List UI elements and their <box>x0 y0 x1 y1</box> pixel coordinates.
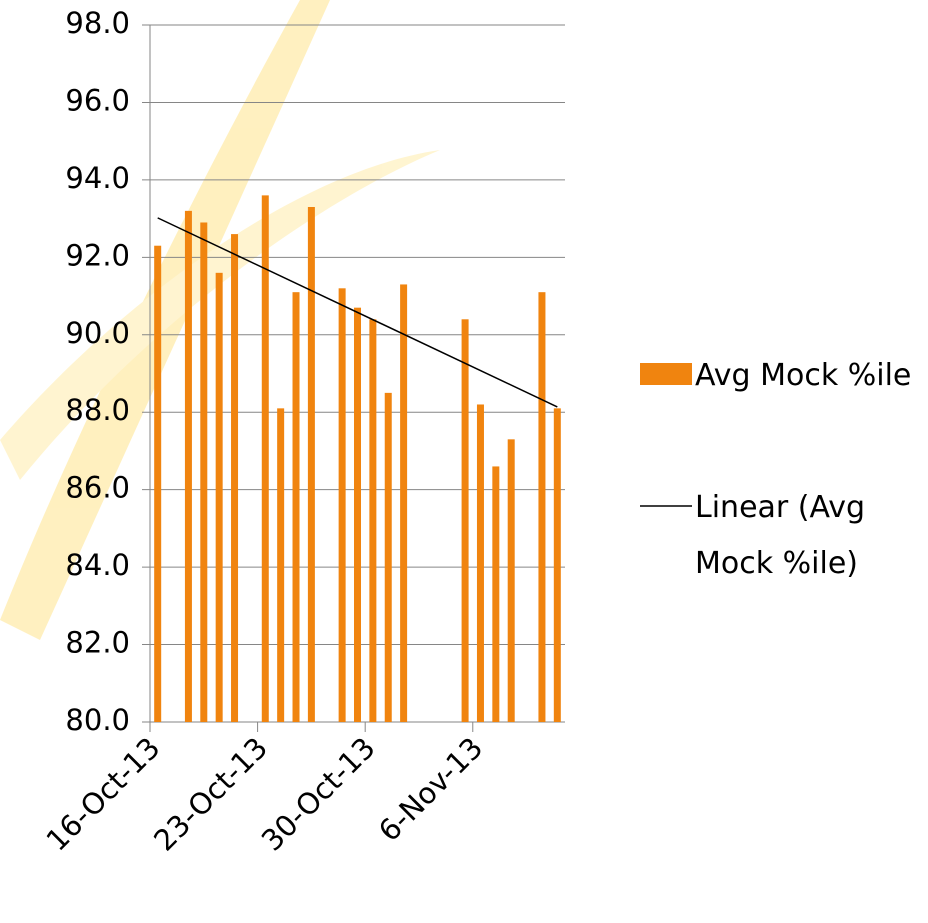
legend-swatch <box>640 363 692 385</box>
bar <box>476 404 484 722</box>
bar <box>461 319 469 722</box>
bar <box>354 307 361 722</box>
bar <box>553 408 561 722</box>
bar <box>184 210 192 722</box>
trendline <box>157 217 558 408</box>
bar <box>338 288 346 722</box>
bar <box>261 195 269 722</box>
y-tick-label: 96.0 <box>65 83 130 117</box>
x-tick-label: 16-Oct-13 <box>40 731 167 858</box>
bar <box>384 392 392 722</box>
bar <box>538 292 546 722</box>
bar <box>369 319 377 722</box>
y-tick-label: 94.0 <box>65 161 130 195</box>
y-tick-label: 86.0 <box>65 471 130 505</box>
bar <box>307 206 315 722</box>
x-tick-label: 6-Nov-13 <box>372 731 489 848</box>
bar <box>292 292 300 722</box>
legend-label: Linear (Avg Mock %ile) <box>695 490 866 581</box>
y-tick-label: 80.0 <box>65 703 130 737</box>
bar <box>215 272 223 722</box>
x-tick-label: 30-Oct-13 <box>255 731 382 858</box>
bar <box>231 234 239 722</box>
y-tick-label: 88.0 <box>65 393 130 427</box>
x-tick-label: 23-Oct-13 <box>147 731 274 858</box>
y-tick-label: 98.0 <box>65 6 130 40</box>
y-tick-label: 90.0 <box>65 316 130 350</box>
bar <box>154 245 162 722</box>
legend-label: Avg Mock %ile <box>695 358 912 393</box>
bar <box>277 408 285 722</box>
bar <box>507 439 515 722</box>
y-tick-label: 82.0 <box>65 626 130 660</box>
y-tick-label: 92.0 <box>65 238 130 272</box>
y-tick-label: 84.0 <box>65 548 130 582</box>
bar <box>200 222 208 722</box>
bar <box>492 466 500 722</box>
bar <box>400 284 408 722</box>
watermark <box>0 0 440 640</box>
